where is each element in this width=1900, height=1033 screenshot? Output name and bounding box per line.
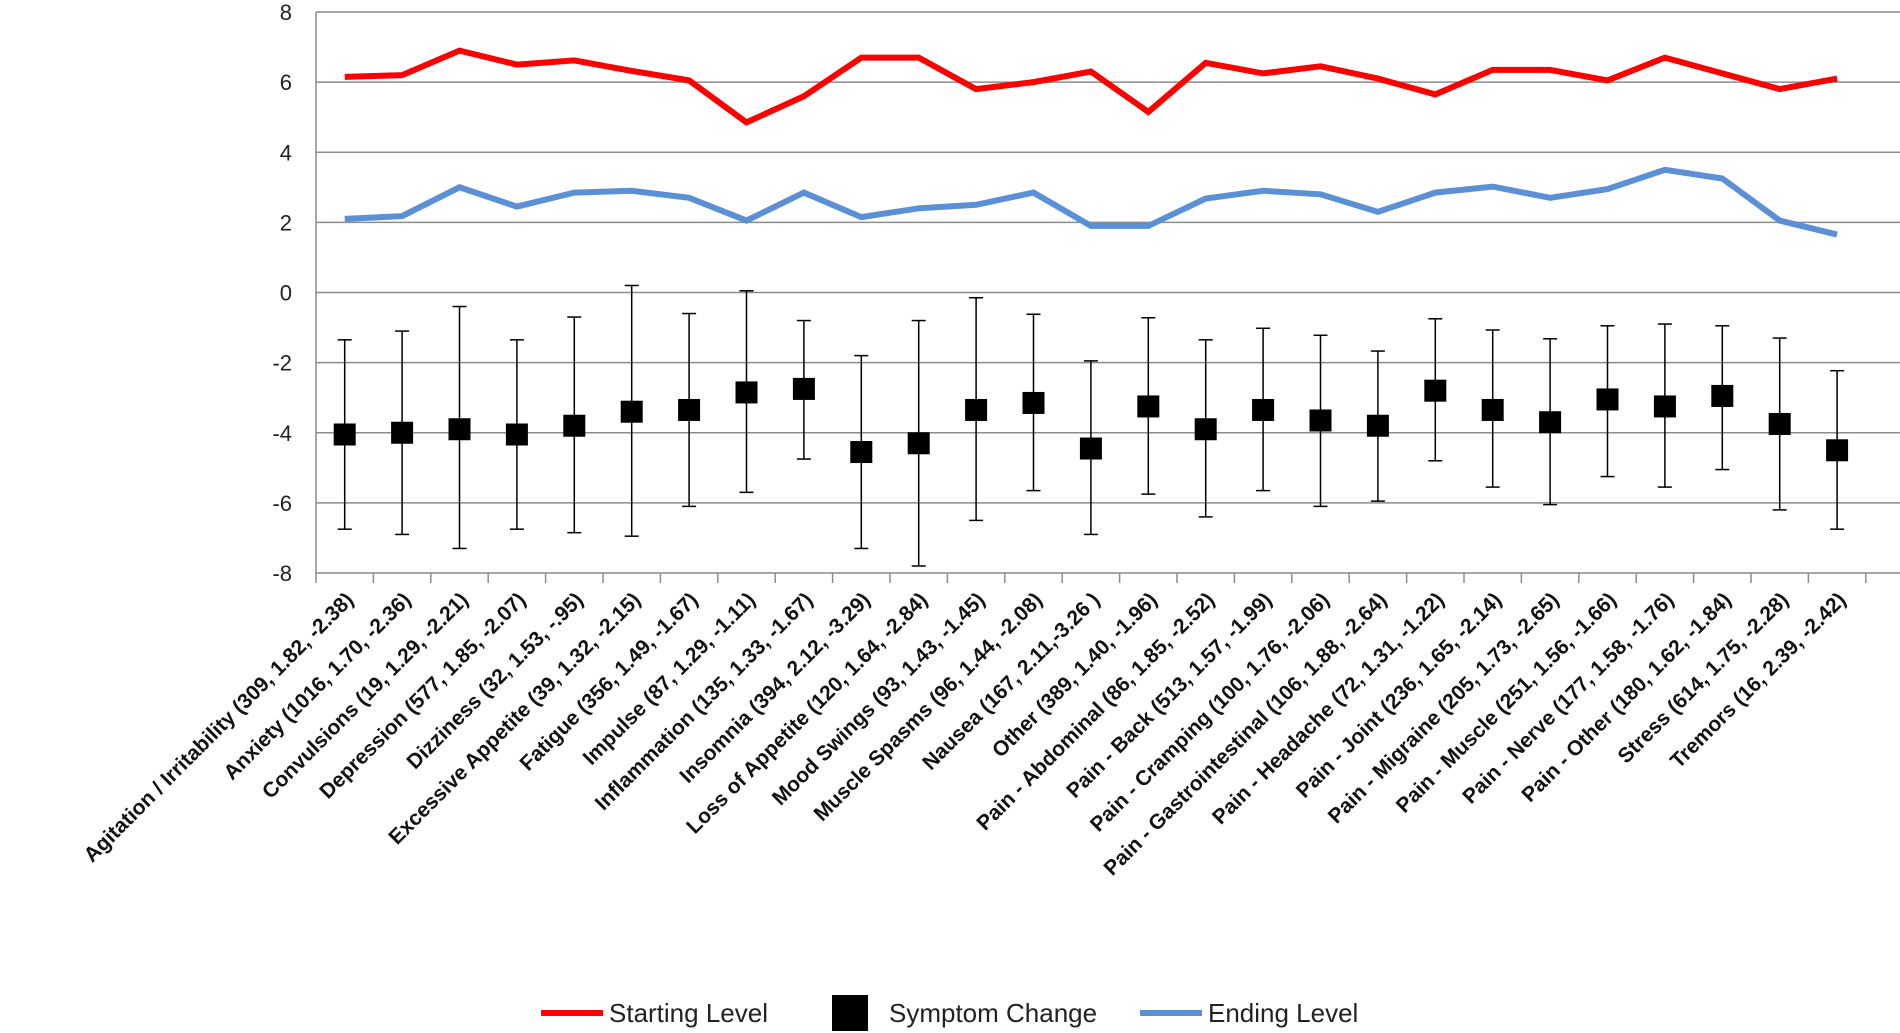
legend-label: Symptom Change [889,998,1097,1028]
y-tick-label: 6 [280,70,292,95]
legend: Starting Level Symptom Change Ending Level [541,995,1358,1031]
data-point-marker [1366,414,1389,437]
legend-item: Ending Level [1140,998,1358,1028]
y-tick-label: -8 [272,561,292,586]
legend-item: Starting Level [541,998,768,1028]
data-point-marker [678,398,701,421]
series-line [344,47,1838,126]
y-tick-label: -2 [272,351,292,376]
series-line [344,166,1838,238]
gridlines [316,11,1900,574]
data-point-marker [448,418,471,441]
x-tick-label: Depression (577, 1.85, -2.07) [315,588,530,803]
series-symptom-change [333,284,1849,567]
y-tick-label: 0 [280,281,292,306]
legend-label: Ending Level [1208,998,1358,1028]
legend-item: Symptom Change [832,995,1097,1031]
data-point-marker [850,441,873,464]
data-point-marker [1309,409,1332,432]
legend-swatch-marker [832,995,868,1031]
data-point-marker [1079,437,1102,460]
y-tick-label: 8 [280,0,292,25]
y-tick-label: -4 [272,421,292,446]
data-point-marker [1424,379,1447,402]
data-point-marker [1711,384,1734,407]
series-starting-level [344,47,1838,126]
axes [315,12,1867,583]
data-point-marker [1137,395,1160,418]
x-tick-label: Pain - Other (180, 1.62, -1.84) [1517,588,1735,806]
data-point-marker [1653,395,1676,418]
data-point-marker [1539,411,1562,434]
data-point-marker [1826,439,1849,462]
data-point-marker [1194,418,1217,441]
data-point-marker [333,423,356,446]
data-point-marker [1768,412,1791,435]
data-point-marker [1252,398,1275,421]
y-tick-label: 2 [280,210,292,235]
series-ending-level [344,166,1838,238]
data-point-marker [735,381,758,404]
y-tick-labels: 8 6 4 2 0 -2 -4 -6 -8 [272,0,292,586]
y-tick-label: 4 [280,140,292,165]
data-point-marker [1022,391,1045,414]
data-point-marker [563,414,586,437]
series [333,47,1849,567]
x-tick-label: Pain - Nerve (177, 1.58, -1.76) [1458,588,1678,808]
x-tick-label: Mood Swings (93, 1.43, -1.45) [768,588,990,810]
legend-label: Starting Level [609,998,768,1028]
data-point-marker [1596,388,1619,411]
data-point-marker [505,423,528,446]
data-point-marker [792,377,815,400]
x-tick-label: Convulsions (19, 1.29, -2.21) [258,588,473,803]
data-point-marker [965,398,988,421]
data-point-marker [907,432,930,455]
data-point-marker [1481,398,1504,421]
data-point-marker [391,421,414,444]
y-tick-label: -6 [272,491,292,516]
x-tick-labels: Agitation / Irritability (309, 1.82, -2.… [80,588,1851,880]
data-point-marker [620,400,643,423]
